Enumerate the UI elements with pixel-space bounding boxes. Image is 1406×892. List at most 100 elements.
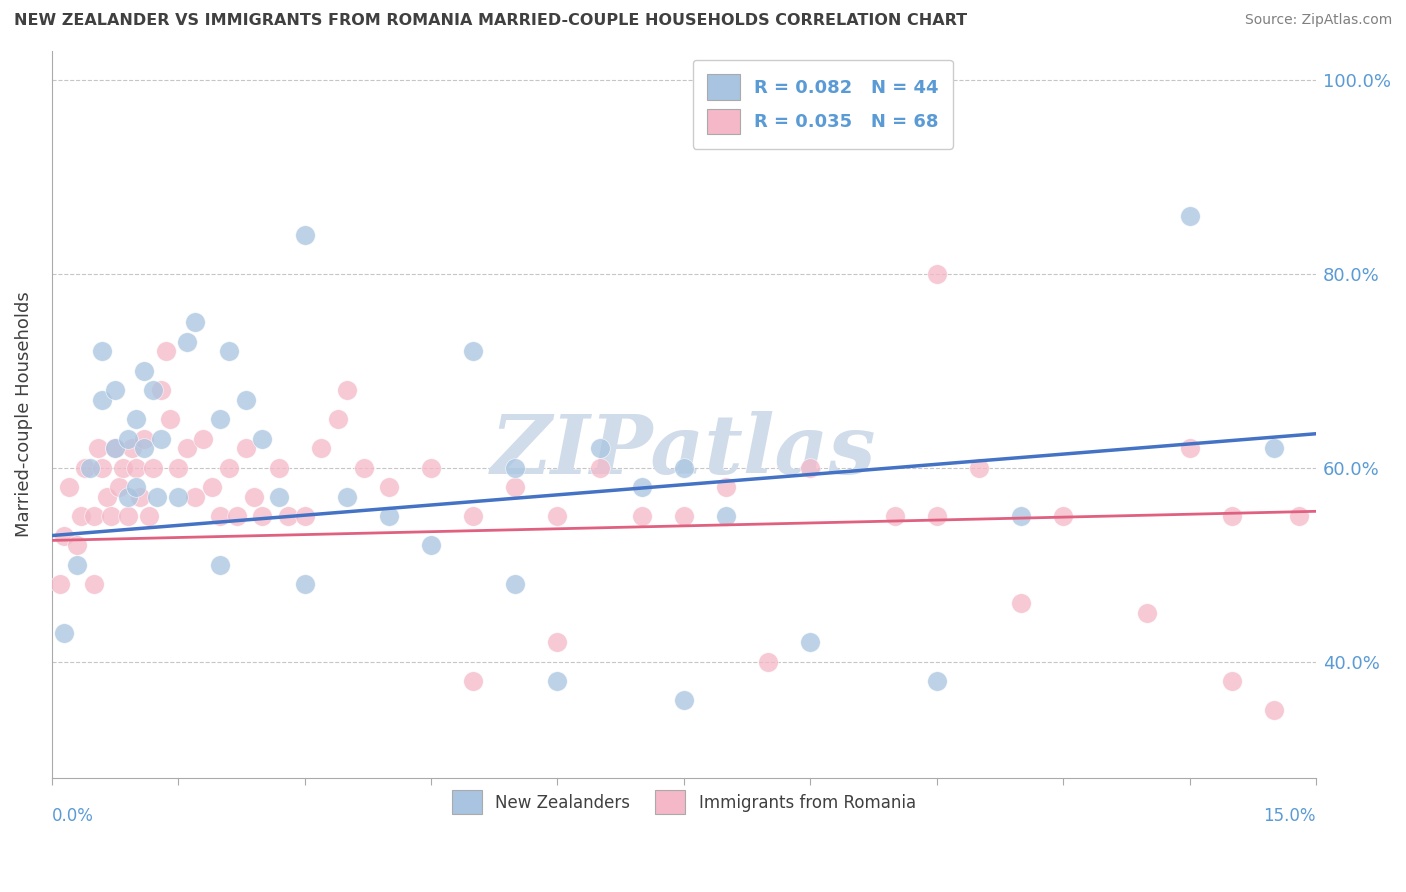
Point — [799, 635, 821, 649]
Point — [269, 490, 291, 504]
Point — [176, 442, 198, 456]
Point — [104, 383, 127, 397]
Point — [925, 673, 948, 688]
Point — [66, 538, 89, 552]
Point — [294, 509, 316, 524]
Point — [209, 509, 232, 524]
Legend: New Zealanders, Immigrants from Romania: New Zealanders, Immigrants from Romania — [446, 784, 922, 821]
Point — [546, 673, 568, 688]
Point — [463, 673, 485, 688]
Text: ZIPatlas: ZIPatlas — [491, 410, 877, 491]
Point — [117, 509, 139, 524]
Point — [420, 538, 443, 552]
Point — [1010, 509, 1032, 524]
Point — [91, 392, 114, 407]
Point — [505, 460, 527, 475]
Point — [546, 509, 568, 524]
Point — [630, 480, 652, 494]
Point — [218, 344, 240, 359]
Point — [336, 383, 359, 397]
Point — [75, 460, 97, 475]
Point — [714, 480, 737, 494]
Text: NEW ZEALANDER VS IMMIGRANTS FROM ROMANIA MARRIED-COUPLE HOUSEHOLDS CORRELATION C: NEW ZEALANDER VS IMMIGRANTS FROM ROMANIA… — [14, 13, 967, 29]
Point — [269, 460, 291, 475]
Point — [218, 460, 240, 475]
Point — [87, 442, 110, 456]
Point — [201, 480, 224, 494]
Point — [925, 267, 948, 281]
Point — [108, 480, 131, 494]
Point — [53, 528, 76, 542]
Point — [58, 480, 80, 494]
Point — [176, 334, 198, 349]
Point — [96, 490, 118, 504]
Point — [463, 344, 485, 359]
Point — [159, 412, 181, 426]
Point — [155, 344, 177, 359]
Point — [70, 509, 93, 524]
Point — [1178, 442, 1201, 456]
Point — [125, 412, 148, 426]
Point — [53, 625, 76, 640]
Point — [672, 509, 695, 524]
Point — [505, 480, 527, 494]
Point — [1263, 703, 1285, 717]
Point — [311, 442, 333, 456]
Point — [121, 442, 143, 456]
Point — [150, 383, 173, 397]
Point — [505, 577, 527, 591]
Point — [117, 490, 139, 504]
Point — [134, 364, 156, 378]
Text: 0.0%: 0.0% — [52, 807, 94, 825]
Point — [209, 558, 232, 572]
Point — [117, 432, 139, 446]
Point — [100, 509, 122, 524]
Point — [134, 442, 156, 456]
Point — [1263, 442, 1285, 456]
Point — [1220, 673, 1243, 688]
Point — [66, 558, 89, 572]
Point — [714, 509, 737, 524]
Point — [104, 442, 127, 456]
Point — [193, 432, 215, 446]
Text: Source: ZipAtlas.com: Source: ZipAtlas.com — [1244, 13, 1392, 28]
Point — [104, 442, 127, 456]
Point — [252, 509, 274, 524]
Point — [630, 509, 652, 524]
Point — [1288, 509, 1310, 524]
Point — [588, 442, 610, 456]
Point — [125, 460, 148, 475]
Y-axis label: Married-couple Households: Married-couple Households — [15, 292, 32, 537]
Point — [1178, 209, 1201, 223]
Point — [420, 460, 443, 475]
Point — [83, 577, 105, 591]
Point — [49, 577, 72, 591]
Point — [546, 635, 568, 649]
Point — [1136, 606, 1159, 620]
Point — [353, 460, 375, 475]
Point — [235, 392, 257, 407]
Point — [184, 490, 207, 504]
Point — [756, 655, 779, 669]
Point — [138, 509, 160, 524]
Point — [1010, 597, 1032, 611]
Point — [142, 383, 165, 397]
Point — [129, 490, 152, 504]
Point — [294, 577, 316, 591]
Point — [134, 432, 156, 446]
Point — [378, 480, 401, 494]
Point — [336, 490, 359, 504]
Point — [235, 442, 257, 456]
Point — [672, 693, 695, 707]
Point — [277, 509, 299, 524]
Point — [91, 460, 114, 475]
Point — [167, 490, 190, 504]
Point — [463, 509, 485, 524]
Point — [1220, 509, 1243, 524]
Point — [150, 432, 173, 446]
Point — [79, 460, 101, 475]
Point — [328, 412, 350, 426]
Point — [294, 227, 316, 242]
Point — [925, 509, 948, 524]
Point — [167, 460, 190, 475]
